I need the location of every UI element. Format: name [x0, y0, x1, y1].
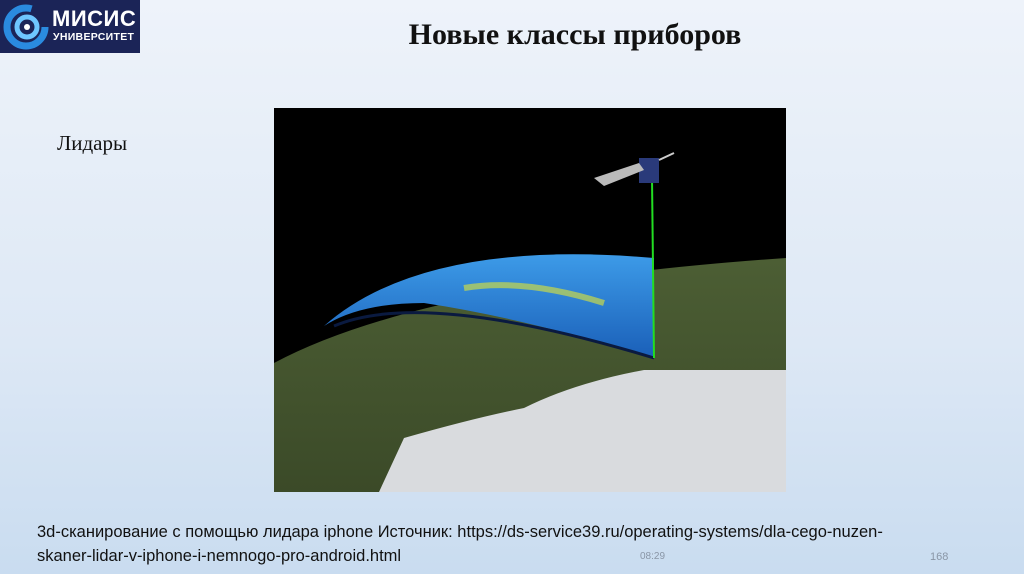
logo-text: МИСИС [52, 6, 137, 31]
cloud-layer [463, 282, 605, 306]
logo-subtext: УНИВЕРСИТЕТ [53, 31, 135, 43]
slide-title: Новые классы приборов [408, 18, 742, 51]
slide-subtitle: Лидары [57, 131, 128, 155]
source-caption: 3d-сканирование с помощью лидара iphone … [37, 523, 883, 565]
slide-time: 08:29 [640, 551, 666, 562]
misis-logo-icon [3, 4, 49, 50]
ice-area [379, 370, 786, 492]
satellite-icon [594, 152, 675, 186]
lidar-curtain [324, 254, 654, 358]
lidar-satellite-image [274, 108, 786, 492]
misis-logo: МИСИС УНИВЕРСИТЕТ [0, 0, 140, 53]
laser-beam [651, 177, 655, 359]
page-number: 168 [930, 551, 949, 563]
curtain-edge [333, 311, 655, 360]
